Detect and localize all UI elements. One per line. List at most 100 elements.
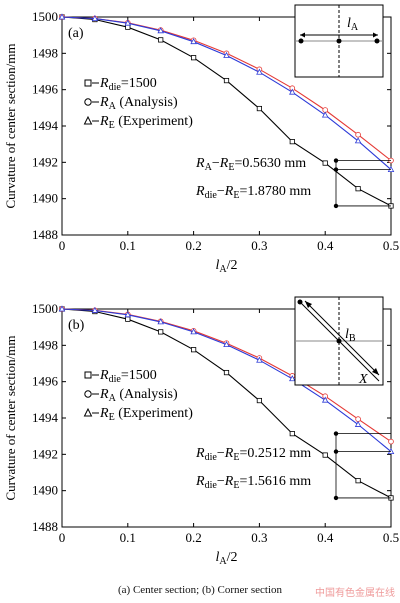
- text-part: /2: [227, 258, 238, 273]
- text-part: R: [99, 114, 109, 129]
- text-part: =0.2512 mm: [240, 446, 312, 461]
- text-part: /2: [227, 550, 238, 565]
- text-part: (Analysis): [116, 387, 178, 402]
- x-tick-label: 0.2: [185, 530, 201, 545]
- inset-point: [297, 299, 303, 305]
- text-part: R: [224, 446, 234, 461]
- x-tick-label: 0.1: [120, 238, 136, 253]
- inset-point: [336, 38, 342, 44]
- annotation-dot: [333, 495, 339, 501]
- text-part: R: [195, 474, 205, 489]
- y-tick-label: 1490: [32, 483, 58, 498]
- data-point-die: [289, 139, 295, 145]
- data-point-die: [158, 37, 164, 43]
- data-point-experiment: [256, 356, 263, 363]
- legend-entry: Rdie=1500: [99, 368, 157, 385]
- inset-label: lB: [345, 327, 356, 344]
- chart-panel-a: 0 0.1 0.2 0.3 0.4 0.5 1488 1490 1492 1494 1496 1498…: [3, 4, 399, 275]
- panel-label: (b): [68, 318, 85, 333]
- y-tick-label: 1496: [32, 82, 59, 97]
- data-point-experiment: [190, 328, 197, 335]
- y-tick-label: 1498: [32, 45, 58, 60]
- inset-dimension-arrow: [304, 300, 380, 376]
- inset-arrowhead: [372, 368, 379, 375]
- data-point-die: [322, 452, 328, 458]
- text-part: −: [217, 474, 225, 489]
- data-point-analysis: [355, 131, 361, 138]
- y-tick-label: 1498: [32, 337, 58, 352]
- data-point-experiment: [387, 447, 395, 455]
- x-axis-label: lA/2: [215, 258, 237, 275]
- y-axis-label: Curvature of center section/mm: [3, 44, 18, 209]
- text-part: R: [195, 184, 205, 199]
- x-tick-label: 0.5: [383, 238, 399, 253]
- data-point-die: [256, 105, 263, 112]
- legend-marker-square: [84, 79, 92, 87]
- text-part: die: [109, 82, 122, 93]
- inset-point: [298, 38, 304, 44]
- data-point-die: [158, 329, 164, 335]
- legend-entry: RA (Analysis): [99, 95, 178, 112]
- text-part: E: [228, 162, 234, 173]
- y-axis-label: Curvature of center section/mm: [3, 336, 18, 501]
- data-point-experiment: [354, 137, 362, 144]
- annotation-dot: [333, 431, 339, 436]
- x-tick-label: 0.3: [251, 238, 267, 253]
- y-tick-label: 1490: [32, 191, 58, 206]
- data-point-experiment: [58, 13, 66, 20]
- text-part: B: [349, 333, 356, 344]
- text-part: l: [345, 327, 349, 342]
- text-part: −: [217, 446, 225, 461]
- data-point-die: [190, 55, 197, 61]
- x-tick-label: 0: [59, 238, 66, 253]
- panel-label: (a): [68, 26, 84, 41]
- data-point-die: [223, 369, 230, 376]
- text-part: R: [219, 156, 229, 171]
- data-point-experiment: [354, 420, 362, 427]
- data-point-experiment: [91, 14, 99, 22]
- text-part: R: [195, 156, 205, 171]
- data-point-experiment: [124, 19, 132, 26]
- text-part: −: [217, 184, 225, 199]
- text-part: E: [109, 412, 115, 423]
- text-part: (Experiment): [115, 114, 193, 129]
- chart-panel-b: 0 0.1 0.2 0.3 0.4 0.5 1488 1490 1492 1494 1496 1498…: [3, 296, 399, 567]
- data-point-experiment: [91, 306, 99, 313]
- inset-corner-label: X: [358, 372, 368, 387]
- y-tick-label: 1496: [32, 374, 59, 389]
- x-tick-label: 0.2: [185, 238, 201, 253]
- text-part: (Analysis): [116, 95, 178, 110]
- text-part: R: [99, 95, 109, 110]
- text-part: l: [215, 550, 219, 565]
- inset-label: lA: [347, 16, 359, 33]
- text-part: E: [233, 190, 239, 201]
- text-part: E: [233, 480, 239, 491]
- y-tick-label: 1488: [32, 519, 58, 534]
- text-part: die: [205, 190, 218, 201]
- text-part: =1500: [121, 368, 157, 383]
- text-part: R: [195, 446, 205, 461]
- legend-entry: RA (Analysis): [99, 387, 178, 404]
- data-point-experiment: [321, 111, 329, 118]
- data-point-experiment: [223, 51, 230, 58]
- data-point-experiment: [157, 27, 164, 34]
- data-point-experiment: [124, 311, 132, 318]
- text-part: l: [347, 16, 351, 31]
- text-part: =1.5616 mm: [240, 474, 312, 489]
- text-part: (Experiment): [115, 406, 193, 421]
- x-tick-label: 0.3: [251, 530, 267, 545]
- text-part: R: [99, 76, 109, 91]
- text-part: =0.5630 mm: [234, 156, 306, 171]
- text-part: =1.8780 mm: [240, 184, 312, 199]
- text-part: E: [233, 452, 239, 463]
- text-part: die: [205, 480, 218, 491]
- text-part: A: [205, 162, 213, 173]
- watermark: 中国有色金属在线: [315, 588, 395, 599]
- text-part: A: [351, 22, 359, 33]
- text-part: A: [219, 556, 227, 567]
- x-tick-label: 0.4: [317, 238, 334, 253]
- data-point-die: [355, 186, 361, 192]
- data-point-die: [256, 397, 263, 404]
- legend-entry: Rdie=1500: [99, 76, 157, 93]
- y-tick-label: 1494: [32, 118, 59, 133]
